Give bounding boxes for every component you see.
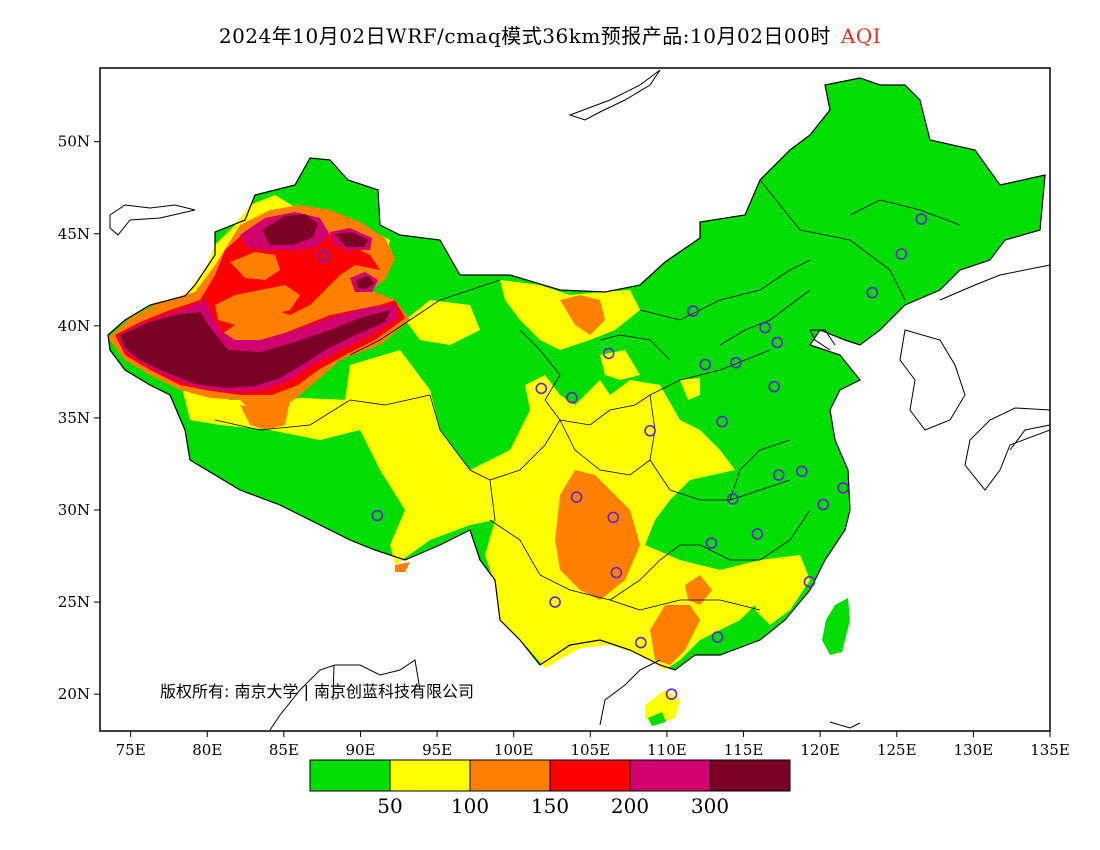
station-marker: [727, 493, 739, 505]
legend-label: 150: [531, 794, 569, 818]
station-marker: [699, 358, 712, 371]
station-marker: [570, 491, 583, 503]
y-tick-label: 40N: [58, 317, 90, 335]
y-tick-label: 50N: [58, 133, 90, 151]
x-tick-label: 95E: [422, 741, 452, 759]
legend-swatch: [629, 759, 711, 792]
aqi-legend: 50 100 150 200 300: [309, 759, 791, 818]
station-marker: [687, 305, 699, 317]
legend-label: 200: [611, 794, 649, 818]
station-marker: [866, 286, 879, 299]
coastlines: [109, 69, 1050, 731]
title-variable: AQI: [840, 24, 882, 48]
station-marker: [772, 469, 785, 481]
station-marker: [665, 688, 678, 700]
station-marker: [759, 321, 771, 334]
legend-label: 300: [691, 794, 729, 818]
station-marker: [895, 248, 908, 260]
x-tick-label: 135E: [1030, 741, 1070, 759]
x-tick-label: 120E: [800, 741, 840, 759]
x-tick-label: 85E: [269, 741, 299, 759]
legend-label: 100: [451, 794, 489, 818]
station-marker: [837, 482, 849, 494]
copyright-text: 版权所有: 南京大学 | 南京创蓝科技有限公司: [160, 682, 474, 701]
station-marker: [771, 336, 784, 349]
map-title: 2024年10月02日WRF/cmaq模式36km预报产品:10月02日00时 A…: [0, 20, 1100, 49]
china-boundary: [107, 77, 1046, 671]
legend-swatch: [389, 759, 471, 792]
x-tick-label: 115E: [724, 741, 764, 759]
x-tick-label: 130E: [954, 741, 994, 759]
station-marker: [602, 347, 615, 360]
province-boundaries: [214, 179, 961, 611]
station-marker: [644, 425, 656, 437]
station-marker: [549, 596, 561, 608]
aqi-level-yellow: [345, 350, 770, 670]
x-axis: 75E 80E 85E 90E 95E 100E 105E 110E 115E 120E 125E 1…: [116, 731, 1070, 759]
station-marker: [610, 566, 623, 579]
legend-swatch: [469, 759, 551, 792]
station-marker: [730, 356, 742, 369]
x-tick-label: 125E: [877, 741, 917, 759]
aqi-level-maroon: [120, 310, 390, 388]
y-tick-label: 45N: [58, 225, 90, 243]
title-main: 2024年10月02日WRF/cmaq模式36km预报产品:10月02日00时: [218, 24, 831, 48]
station-marker: [635, 636, 647, 649]
station-marker: [803, 576, 816, 588]
y-tick-label: 30N: [58, 501, 90, 519]
station-marker: [795, 465, 808, 478]
station-marker: [566, 391, 578, 404]
x-tick-label: 80E: [192, 741, 222, 759]
station-marker: [817, 498, 830, 511]
aqi-field: [107, 69, 1050, 731]
station-marker: [768, 380, 780, 393]
station-marker: [751, 528, 764, 540]
y-tick-label: 20N: [58, 685, 90, 703]
station-marker: [371, 509, 384, 522]
station-marker: [705, 537, 718, 549]
x-tick-label: 90E: [345, 741, 375, 759]
plot-frame: [99, 67, 1051, 732]
y-tick-label: 25N: [58, 593, 90, 611]
legend-swatch: [709, 759, 791, 792]
station-marker: [535, 382, 548, 395]
station-marker: [915, 213, 928, 225]
station-marker: [317, 250, 330, 262]
station-marker: [607, 511, 620, 524]
x-tick-label: 105E: [571, 741, 611, 759]
y-axis: 50N 45N 40N 35N 30N 25N 20N: [58, 133, 100, 703]
legend-swatch: [309, 759, 391, 792]
y-tick-label: 35N: [58, 409, 90, 427]
station-marker: [716, 415, 728, 428]
legend-swatch: [549, 759, 631, 792]
x-tick-label: 75E: [116, 741, 146, 759]
city-stations: [317, 213, 928, 700]
x-tick-label: 100E: [494, 741, 534, 759]
station-marker: [711, 631, 724, 643]
legend-label: 50: [377, 794, 402, 818]
x-tick-label: 110E: [647, 741, 687, 759]
